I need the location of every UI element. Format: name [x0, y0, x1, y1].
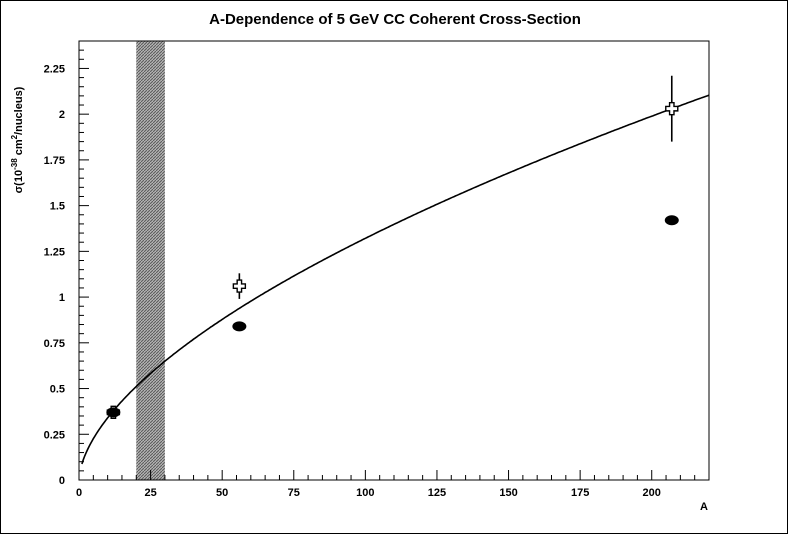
y-tick-label: 0.25 — [44, 429, 65, 441]
y-tick-label: 0.75 — [44, 338, 65, 350]
chart-title: A-Dependence of 5 GeV CC Coherent Cross-… — [209, 11, 581, 28]
fit-curve-layer — [81, 94, 710, 465]
filled-circle-point — [106, 407, 121, 418]
y-axis-label-exp1: -38 — [10, 158, 19, 170]
x-tick-label: 150 — [499, 487, 517, 499]
x-tick-label: 175 — [571, 487, 589, 499]
y-axis-label: σ(10-38 cm2/nucleus) — [10, 86, 25, 193]
y-tick-label: 1 — [59, 292, 65, 304]
y-axis-label-suffix: /nucleus) — [13, 86, 25, 135]
x-tick-label: 200 — [643, 487, 661, 499]
x-tick-label: 100 — [356, 487, 374, 499]
y-tick-label: 2 — [59, 109, 65, 121]
open-cross-point — [665, 101, 679, 116]
shaded-band — [136, 41, 165, 480]
x-tick-label: 0 — [76, 487, 82, 499]
open-cross-point — [232, 279, 247, 293]
x-tick-label: 125 — [428, 487, 446, 499]
y-tick-label: 2.25 — [44, 63, 65, 75]
axes-layer: 0 25 50 75 100 125 150 175 200 0 0.25 0.5 0.75 1 1.25 1… — [44, 40, 710, 499]
x-tick-label: 25 — [144, 487, 156, 499]
filled-circle-point — [232, 321, 247, 332]
shaded-band-layer — [136, 41, 165, 480]
fit-curve — [81, 94, 710, 465]
points-layer — [106, 75, 679, 420]
x-tick-label: 75 — [288, 487, 300, 499]
y-tick-label: 0.5 — [50, 384, 65, 396]
y-axis-label-prefix: σ(10 — [13, 170, 25, 193]
y-tick-label: 0 — [59, 475, 65, 487]
x-tick-label: 50 — [216, 487, 228, 499]
y-tick-label: 1.75 — [44, 155, 65, 167]
x-axis-label: A — [700, 501, 708, 513]
y-tick-label: 1.5 — [50, 201, 65, 213]
y-axis-label-exp2: 2 — [10, 134, 19, 139]
y-tick-label: 1.25 — [44, 246, 65, 258]
plot-frame — [78, 40, 710, 481]
filled-circle-point — [664, 215, 679, 226]
y-axis-label-mid: cm — [13, 139, 25, 158]
